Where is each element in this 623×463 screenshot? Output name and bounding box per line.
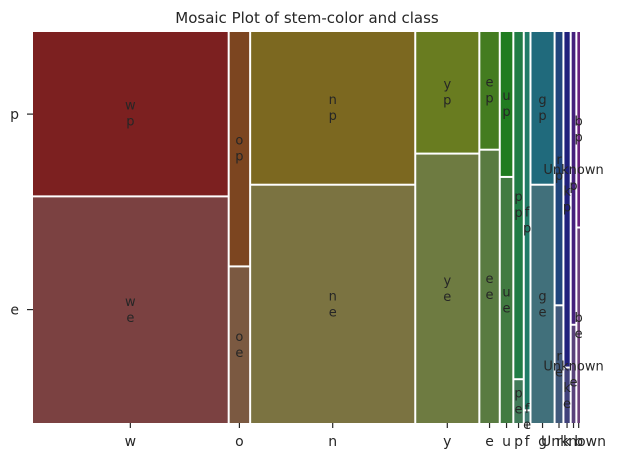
cell-p-p bbox=[514, 32, 523, 379]
cell-n-p bbox=[251, 32, 415, 184]
cell-e-p bbox=[480, 32, 499, 149]
cell-w-p bbox=[33, 32, 228, 196]
cell-Unknown-e bbox=[571, 325, 576, 423]
x-tick-label: Unknown bbox=[541, 434, 606, 450]
x-tick-label: n bbox=[328, 434, 337, 450]
y-tick-label: e bbox=[10, 303, 19, 319]
cell-n-e bbox=[251, 185, 415, 423]
cell-label-Unknown-e: Unknown e bbox=[543, 359, 603, 390]
x-tick-label: f bbox=[525, 434, 531, 450]
x-tick-label: y bbox=[443, 434, 451, 450]
y-tick-label: p bbox=[10, 107, 19, 123]
cell-e-e bbox=[480, 150, 499, 423]
x-tick-label: p bbox=[514, 434, 523, 450]
x-tick-label: u bbox=[502, 434, 511, 450]
cell-b-p bbox=[577, 32, 580, 227]
cell-y-e bbox=[416, 154, 479, 423]
x-tick-label: o bbox=[235, 434, 244, 450]
cell-u-e bbox=[500, 177, 513, 423]
cell-r-e bbox=[555, 306, 563, 423]
x-tick-label: k bbox=[563, 434, 572, 450]
mosaic-cells bbox=[33, 32, 580, 423]
cell-u-p bbox=[500, 32, 513, 176]
cell-labels: wp we op oe np ne yp ye ep ee up ue pp pe fp fe gp ge rp re… bbox=[125, 75, 604, 433]
cell-Unknown-p bbox=[571, 32, 576, 324]
cell-label-Unknown-p: Unknown p bbox=[543, 163, 603, 194]
chart-title: Mosaic Plot of stem-color and class bbox=[175, 9, 439, 27]
cell-y-p bbox=[416, 32, 479, 153]
cell-p-e bbox=[514, 380, 523, 423]
cell-k-p bbox=[564, 32, 570, 367]
cell-g-e bbox=[531, 185, 554, 423]
x-tick-label: w bbox=[125, 434, 136, 450]
cell-o-e bbox=[229, 267, 250, 423]
x-tick-label: r bbox=[556, 434, 562, 450]
cell-o-p bbox=[229, 32, 250, 266]
x-tick-label: e bbox=[485, 434, 494, 450]
cell-label-f-e: fe bbox=[523, 402, 531, 433]
x-tick-label: g bbox=[538, 434, 547, 450]
x-tick-label: b bbox=[574, 434, 583, 450]
cell-f-e bbox=[524, 411, 530, 423]
cell-g-p bbox=[531, 32, 554, 184]
cell-w-e bbox=[33, 197, 228, 423]
cell-k-e bbox=[564, 368, 570, 423]
y-axis: pe bbox=[10, 107, 33, 319]
cell-r-p bbox=[555, 32, 563, 305]
cell-f-p bbox=[524, 32, 530, 410]
cell-b-e bbox=[577, 228, 580, 423]
